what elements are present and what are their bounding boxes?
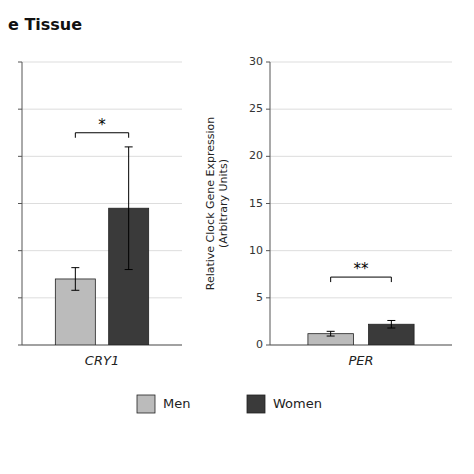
x-axis: [270, 345, 452, 346]
legend-swatch: [137, 395, 155, 413]
tick-mark: [18, 203, 22, 204]
legend-label: Women: [273, 396, 322, 411]
chart-root: * CRY1 e Tissue Men Women 0 5 10 15 20 25 30 ** PER Re…: [0, 0, 474, 474]
legend-label: Men: [163, 396, 190, 411]
grid-line: [270, 109, 452, 110]
y-axis: [270, 62, 271, 345]
tick-label: 0: [256, 338, 263, 351]
marks: [308, 320, 414, 345]
tick-label: 30: [249, 55, 263, 68]
x-axis: [22, 345, 182, 346]
y-axis-label: Relative Clock Gene Expression(Arbitrary…: [204, 117, 230, 291]
tick-mark: [18, 62, 22, 63]
tick-label: 20: [249, 149, 263, 162]
tick-mark: [266, 297, 270, 298]
background: [0, 0, 474, 474]
x-axis-label: CRY1: [85, 353, 119, 368]
tick-label: 5: [256, 291, 263, 304]
grid-line: [270, 62, 452, 63]
tick-mark: [266, 250, 270, 251]
tick-mark: [18, 109, 22, 110]
annotation: *: [98, 116, 106, 134]
tick-mark: [18, 297, 22, 298]
grid-line: [22, 62, 182, 63]
error-bar: [327, 331, 335, 336]
grid-line: [22, 297, 182, 298]
tick-mark: [18, 156, 22, 157]
grid-line: [270, 345, 452, 346]
grid-line: [270, 203, 452, 204]
legend-swatch: [247, 395, 265, 413]
error-bar: [387, 320, 395, 328]
grid-line: [270, 297, 452, 298]
legend: Men Women: [137, 395, 322, 413]
tick-mark: [266, 109, 270, 110]
grid-line: [22, 345, 182, 346]
x-axis-label: PER: [348, 353, 373, 368]
grid-line: [270, 250, 452, 251]
tick-label: 25: [249, 102, 263, 115]
marks: [55, 147, 148, 345]
title: e Tissue: [8, 15, 82, 34]
panel: * CRY1 e Tissue: [8, 15, 182, 368]
tick-mark: [18, 250, 22, 251]
grid-line: [22, 203, 182, 204]
grid-line: [22, 109, 182, 110]
y-axis: [22, 62, 23, 345]
tick-label: 10: [249, 244, 263, 257]
panel: 0 5 10 15 20 25 30 ** PER Relative Clock Gene Exp…: [204, 55, 453, 368]
grid-line: [22, 156, 182, 157]
tick-mark: [266, 156, 270, 157]
tick-mark: [18, 345, 22, 346]
grid-line: [270, 156, 452, 157]
tick-mark: [266, 62, 270, 63]
error-bar: [125, 147, 133, 270]
tick-label: 15: [249, 197, 263, 210]
error-bar: [71, 268, 79, 291]
annotation: **: [354, 260, 370, 278]
tick-mark: [266, 345, 270, 346]
grid-line: [22, 250, 182, 251]
tick-mark: [266, 203, 270, 204]
